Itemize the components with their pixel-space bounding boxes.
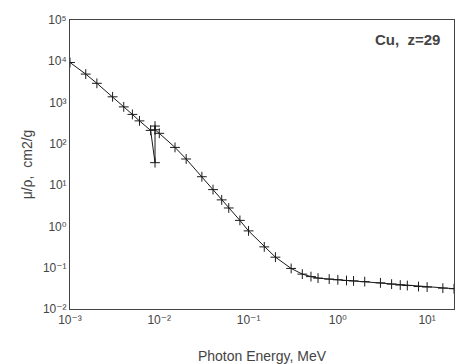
svg-text:10⁻²: 10⁻² bbox=[43, 302, 67, 316]
svg-text:10¹: 10¹ bbox=[49, 178, 66, 192]
svg-text:Photon Energy, MeV: Photon Energy, MeV bbox=[198, 348, 327, 364]
svg-text:10²: 10² bbox=[49, 137, 66, 151]
svg-text:10³: 10³ bbox=[49, 96, 66, 110]
svg-text:Cu, z=29: Cu, z=29 bbox=[375, 31, 440, 48]
svg-text:10⁻¹: 10⁻¹ bbox=[237, 313, 261, 327]
svg-text:10⁻²: 10⁻² bbox=[147, 313, 171, 327]
svg-text:10⁵: 10⁵ bbox=[48, 13, 66, 27]
svg-text:10⁰: 10⁰ bbox=[48, 220, 66, 234]
svg-text:10⁻¹: 10⁻¹ bbox=[43, 261, 67, 275]
svg-text:10⁻³: 10⁻³ bbox=[58, 313, 82, 327]
svg-text:10⁴: 10⁴ bbox=[48, 54, 67, 68]
svg-text:10¹: 10¹ bbox=[418, 313, 435, 327]
svg-text:10⁰: 10⁰ bbox=[329, 313, 347, 327]
svg-text:μ/ρ, cm2/g: μ/ρ, cm2/g bbox=[19, 130, 35, 200]
